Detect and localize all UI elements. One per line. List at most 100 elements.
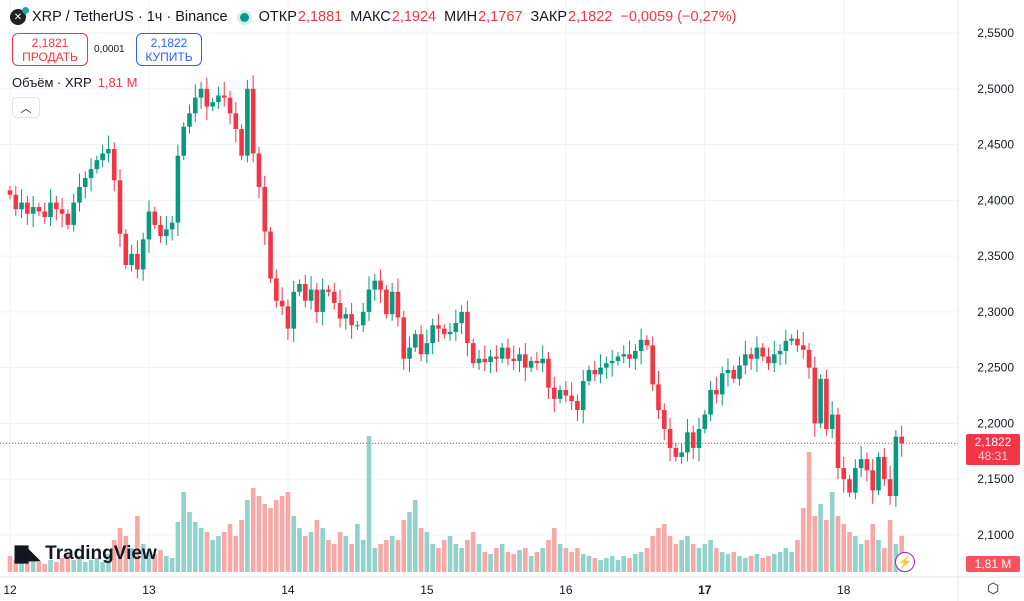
candle-body <box>505 347 511 359</box>
candle-body <box>638 339 644 351</box>
candle-body <box>233 113 239 129</box>
volume-bar <box>71 560 76 572</box>
volume-bar <box>268 508 273 572</box>
candle-body <box>528 360 534 368</box>
candle-body <box>210 102 215 107</box>
candle-body <box>650 345 655 385</box>
candle-body <box>714 389 719 395</box>
candle-body <box>615 356 621 361</box>
volume-bar <box>661 524 667 572</box>
time-tick-label: 15 <box>420 583 434 597</box>
time-tick-label: 17 <box>698 583 712 597</box>
volume-bar <box>818 504 823 572</box>
candle-body <box>754 347 760 359</box>
candle-body <box>123 233 129 266</box>
volume-bar <box>7 556 13 572</box>
candles <box>7 75 904 508</box>
candle-body <box>627 354 632 359</box>
last-price-value: 2,1822 <box>974 435 1012 449</box>
chevron-up-icon: ︿ <box>20 102 32 115</box>
candle-body <box>661 410 667 430</box>
buy-price: 2,1822 <box>150 35 188 50</box>
volume-bar <box>551 528 557 572</box>
volume-bar <box>447 536 453 572</box>
lightning-icon[interactable]: ⚡ <box>895 552 915 572</box>
volume-legend[interactable]: Объём · XRP 1,81 M <box>12 75 137 90</box>
high-value: 2,1924 <box>391 9 437 25</box>
volume-bar <box>847 532 852 572</box>
volume-bar <box>256 496 262 572</box>
volume-bar <box>297 528 302 572</box>
symbol-title[interactable]: XRP / TetherUS · 1ч · Binance <box>32 9 228 25</box>
volume-bar <box>615 560 621 572</box>
volume-bar <box>592 558 598 572</box>
time-axis: 12 13 14 15 16 17 18 <box>3 583 850 597</box>
volume-bar <box>488 554 493 572</box>
candle-body <box>708 389 713 415</box>
volume-bar <box>853 536 858 572</box>
candle-body <box>198 88 204 98</box>
volume-bar <box>714 548 719 572</box>
volume-bar <box>789 552 794 572</box>
volume-bar <box>59 558 65 572</box>
price-tick-label: 2,2500 <box>977 361 1014 375</box>
volume-bar <box>25 558 30 572</box>
candle-body <box>523 354 528 368</box>
tradingview-logo[interactable]: ▇◣ TradingView <box>15 543 157 565</box>
candle-body <box>262 186 268 232</box>
volume-bar <box>499 544 505 572</box>
candle-body <box>77 186 82 203</box>
volume-bar <box>633 554 638 572</box>
buy-button[interactable]: 2,1822 КУПИТЬ <box>136 33 202 66</box>
volume-bar <box>314 520 320 572</box>
volume-bar <box>476 544 482 572</box>
candle-body <box>355 325 360 327</box>
candle-body <box>88 169 94 179</box>
candle-body <box>453 323 459 332</box>
xrp-logo-icon: ✕ <box>10 7 29 25</box>
time-tick-label: 16 <box>559 583 573 597</box>
volume-bar <box>227 524 233 572</box>
candle-body <box>494 356 499 359</box>
candle-body <box>517 354 522 361</box>
candle-body <box>19 202 24 210</box>
candle-body <box>343 314 349 319</box>
candle-body <box>314 289 320 312</box>
candle-body <box>690 432 696 448</box>
volume-bar <box>766 556 771 572</box>
candle-body <box>835 414 841 469</box>
volume-bar <box>117 528 123 572</box>
volume-bar <box>737 556 742 572</box>
volume-bar <box>569 552 574 572</box>
volume-bar <box>494 548 499 572</box>
volume-bar <box>378 544 383 572</box>
sell-button[interactable]: 2,1821 ПРОДАТЬ <box>12 33 88 66</box>
candle-body <box>656 384 661 411</box>
candle-body <box>13 194 19 210</box>
volume-bar <box>540 548 545 572</box>
volume-bar <box>505 552 511 572</box>
candle-body <box>592 369 598 375</box>
settings-gear-icon[interactable]: ⬡ <box>987 580 1000 596</box>
candle-body <box>818 378 823 424</box>
volume-bar <box>441 540 447 572</box>
buy-label: КУПИТЬ <box>145 49 193 64</box>
volume-bar <box>887 520 893 572</box>
candle-body <box>140 239 146 270</box>
volume-bar <box>308 532 314 572</box>
candle-body <box>175 155 181 223</box>
volume-bar <box>800 508 806 572</box>
candle-body <box>54 202 59 210</box>
volume-bar <box>198 528 204 572</box>
candle-body <box>459 311 464 324</box>
candle-body <box>59 209 65 214</box>
volume-bar <box>760 558 765 572</box>
volume-bar <box>302 536 308 572</box>
volume-bar <box>82 562 88 572</box>
collapse-legend-button[interactable]: ︿ <box>12 97 40 118</box>
volume-bar <box>719 552 725 572</box>
volume-bar <box>708 540 713 572</box>
time-tick-label: 18 <box>837 583 851 597</box>
candle-body <box>812 367 818 424</box>
